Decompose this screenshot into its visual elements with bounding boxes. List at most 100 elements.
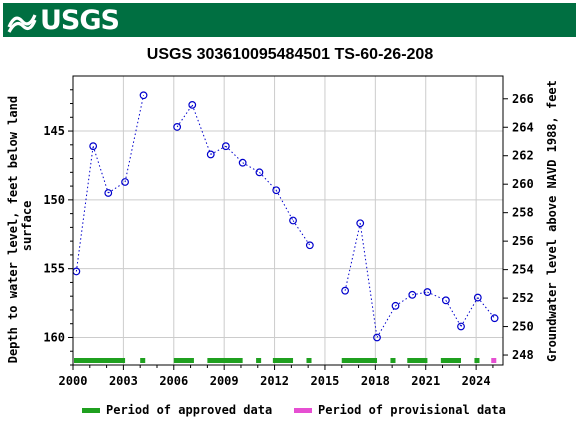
data-point (206, 150, 215, 159)
data-point (188, 100, 197, 109)
y-right-tick-label: 256 (512, 234, 534, 248)
y-left-tick-label: 145 (43, 124, 65, 138)
series-connector (275, 189, 294, 221)
approved-period-bar (390, 358, 396, 363)
approved-period-bar (173, 358, 194, 363)
series-connectors (75, 95, 495, 338)
banner-bar (3, 3, 576, 37)
data-point (341, 286, 350, 295)
x-tick-label: 2021 (411, 374, 440, 388)
legend-label-approved: Period of approved data (106, 403, 273, 417)
y-right-tick-label: 260 (512, 177, 534, 191)
data-point (89, 142, 98, 151)
data-point (457, 322, 465, 331)
plot-frame (72, 75, 504, 366)
data-point (221, 142, 230, 151)
data-point (255, 168, 264, 177)
data-point (238, 158, 247, 167)
y-right-axis-ticks: 248 250 252 254 256 258 260 262 264 266 (503, 92, 534, 362)
x-tick-label: 2018 (361, 374, 390, 388)
series-connector (344, 223, 361, 291)
series-connector (210, 145, 227, 155)
y-right-tick-label: 262 (512, 149, 534, 163)
series-connector (75, 146, 94, 272)
data-point (173, 123, 182, 131)
y-left-axis-label-line-1: Depth to water level, feet below land (6, 96, 20, 363)
approved-period-bar (341, 358, 378, 363)
data-point (272, 186, 281, 195)
x-tick-label: 2003 (109, 374, 138, 388)
y-right-tick-label: 266 (512, 92, 534, 106)
approved-period-bar (140, 358, 146, 363)
legend-item-provisional: Period of provisional data (294, 400, 506, 420)
series-connector (376, 305, 396, 338)
data-point (373, 333, 381, 342)
y-right-tick-label: 254 (512, 263, 534, 277)
series-connector (124, 95, 145, 183)
y-left-tick-label: 155 (43, 262, 65, 276)
y-left-axis-ticks: 145 150 155 160 (43, 89, 73, 366)
approved-period-bar (256, 358, 262, 363)
data-point (423, 288, 432, 296)
provisional-period-bar (491, 358, 497, 363)
x-tick-label: 2012 (260, 374, 289, 388)
series-connector (176, 104, 193, 128)
series-connector (477, 297, 495, 319)
usgs-logo[interactable]: USGS (7, 4, 120, 36)
data-point (305, 241, 314, 250)
x-tick-label: 2006 (159, 374, 188, 388)
data-point (121, 178, 129, 186)
approved-period-bar (407, 358, 428, 363)
data-points (72, 91, 499, 342)
approved-period-bar (440, 358, 462, 363)
data-point (391, 301, 400, 310)
y-right-tick-label: 252 (512, 291, 534, 305)
x-tick-label: 2024 (462, 374, 491, 388)
y-left-tick-label: 150 (43, 193, 65, 207)
chart-title: USGS 303610095484501 TS-60-26-208 (147, 46, 434, 63)
data-point (473, 293, 482, 302)
y-left-tick-label: 160 (43, 330, 65, 344)
usgs-banner: USGS (0, 0, 580, 41)
series-connector (259, 171, 277, 191)
legend-item-approved: Period of approved data (82, 400, 272, 420)
data-point (104, 189, 113, 197)
series-connector (359, 223, 378, 338)
data-point (490, 314, 499, 323)
x-axis-ticks: 2000 2003 2006 2009 2012 2015 2018 2021 2024 (59, 365, 494, 388)
y-right-tick-label: 250 (512, 320, 534, 334)
x-tick-label: 2009 (210, 374, 239, 388)
usgs-wave-icon (7, 14, 37, 33)
grid-lines (72, 76, 503, 365)
groundwater-chart: USGS 303610095484501 TS-60-26-208 2000 20… (6, 46, 559, 388)
series-connector (412, 291, 428, 296)
approved-period-bar (306, 358, 312, 363)
approved-period-bar (272, 358, 294, 363)
data-point (289, 216, 297, 225)
legend: Period of approved data Period of provis… (0, 400, 580, 420)
series-connector (191, 104, 212, 155)
legend-label-provisional: Period of provisional data (318, 403, 506, 417)
x-tick-label: 2000 (59, 374, 88, 388)
y-right-tick-label: 264 (512, 120, 534, 134)
data-point (139, 91, 148, 100)
series-connector (445, 300, 462, 327)
series-connector (292, 220, 311, 246)
usgs-logo-text: USGS (40, 4, 120, 36)
data-point (408, 290, 417, 299)
period-bars (74, 358, 497, 363)
approved-period-bar (207, 358, 243, 363)
y-left-axis-label-line-2: surface (20, 201, 34, 252)
legend-swatch-approved (82, 407, 100, 413)
y-left-axis-label: Depth to water level, feet below land su… (6, 89, 34, 364)
approved-period-bar (474, 358, 480, 363)
x-tick-label: 2015 (311, 374, 340, 388)
series-connector (92, 146, 109, 194)
series-connector (460, 297, 479, 327)
y-right-axis-label: Groundwater level above NAVD 1988, feet (545, 80, 559, 362)
data-point (356, 219, 365, 228)
y-right-tick-label: 258 (512, 206, 534, 220)
approved-period-bar (74, 358, 126, 363)
data-point (441, 296, 450, 305)
y-right-tick-label: 248 (512, 348, 534, 362)
